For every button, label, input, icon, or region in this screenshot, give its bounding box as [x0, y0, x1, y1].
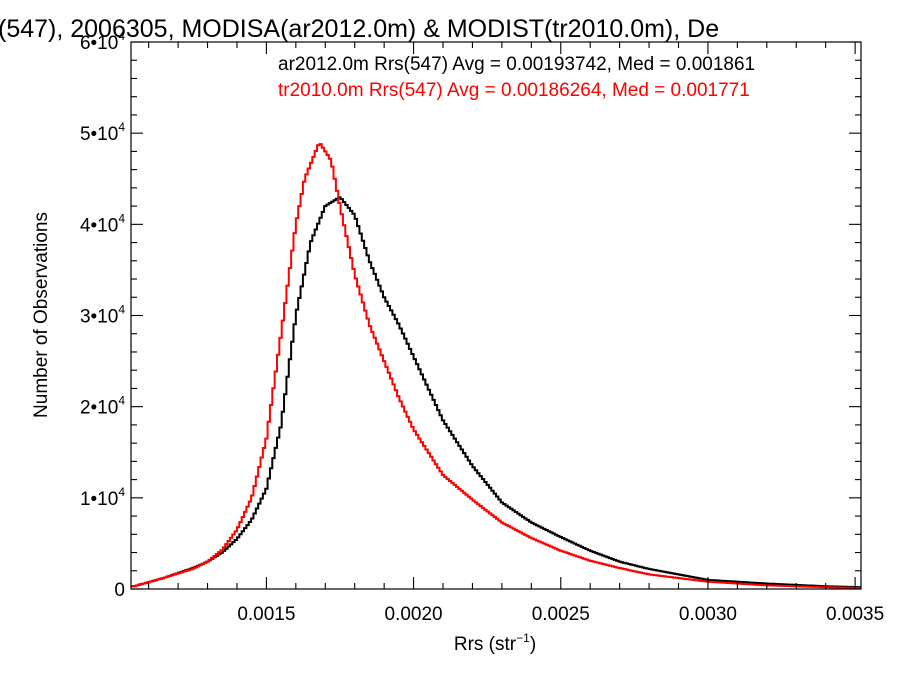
y-tick-label: 4•104: [80, 211, 125, 236]
y-axis-label: Number of Observations: [31, 212, 52, 418]
plot-frame: [130, 41, 862, 590]
series-line-ar2012.0m: [131, 196, 861, 589]
y-tick-label: 2•104: [80, 394, 125, 419]
legend-entry-tr2010: tr2010.0m Rrs(547) Avg = 0.00186264, Med…: [278, 80, 750, 101]
y-tick-mantissa: 2•10: [80, 398, 118, 419]
x-axis-label: Rrs (str−1): [454, 631, 536, 655]
series-layer: [131, 143, 861, 590]
y-tick-exponent: 4: [118, 303, 125, 317]
y-tick-label: 6•104: [80, 29, 125, 54]
y-tick-label: 3•104: [80, 303, 125, 328]
x-tick-label: 0.0030: [679, 604, 737, 625]
y-tick-exponent: 4: [118, 485, 125, 499]
y-tick-mantissa: 6•10: [80, 33, 118, 54]
y-tick-exponent: 4: [118, 211, 125, 225]
y-tick-mantissa: 5•10: [80, 124, 118, 145]
y-tick-mantissa: 1•10: [80, 489, 118, 510]
y-tick-label: 1•104: [80, 485, 125, 510]
y-tick-exponent: 4: [118, 29, 125, 43]
x-tick-label: 0.0035: [826, 604, 884, 625]
y-tick-mantissa: 0: [114, 580, 125, 601]
x-tick-label: 0.0015: [237, 604, 295, 625]
legend-entry-ar2012: ar2012.0m Rrs(547) Avg = 0.00193742, Med…: [278, 54, 755, 75]
y-tick-mantissa: 3•10: [80, 307, 118, 328]
x-axis-label-close: ): [530, 634, 536, 655]
series-line-tr2010.0m: [131, 143, 861, 590]
y-tick-label: 0: [114, 580, 125, 601]
chart-title: (547), 2006305, MODISA(ar2012.0m) & MODI…: [0, 15, 719, 43]
x-tick-label: 0.0025: [532, 604, 590, 625]
y-tick-label: 5•104: [80, 120, 125, 145]
y-tick-mantissa: 4•10: [80, 215, 118, 236]
x-axis-label-superscript: −1: [516, 631, 530, 645]
x-axis-label-text: Rrs (str: [454, 634, 517, 655]
x-tick-label: 0.0020: [385, 604, 443, 625]
y-tick-exponent: 4: [118, 394, 125, 408]
y-tick-exponent: 4: [118, 120, 125, 134]
axis-layer: 0.0015 0.0020 0.0025 0.0030 0.003501•1042•10…: [80, 29, 884, 625]
